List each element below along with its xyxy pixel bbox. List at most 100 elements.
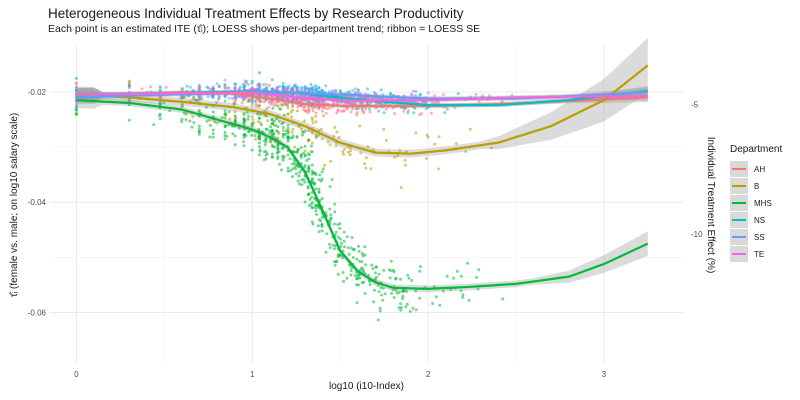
data-point-mhs [402,289,406,293]
data-point-mhs [270,122,274,126]
data-point-mhs [188,119,192,123]
data-point-mhs [328,242,331,246]
data-point-mhs [250,133,254,137]
data-point-te [250,86,254,90]
data-point-mhs [286,137,290,141]
data-point-mhs [357,249,361,253]
data-point-mhs [382,268,386,272]
data-point-b [215,121,219,125]
data-point-te [474,92,478,96]
data-point-b [404,163,407,167]
data-point-mhs [223,116,227,120]
data-point-ns [195,99,199,102]
data-point-mhs [180,117,184,121]
data-point-b [307,129,311,133]
data-point-ss [264,99,268,102]
data-point-te [223,78,227,82]
y-tick-label: -0.02 [28,88,47,97]
data-point-mhs [371,267,375,271]
data-point-ns [377,109,380,113]
data-point-te [233,96,237,100]
data-point-ah [307,104,311,108]
data-point-ah [402,109,406,113]
data-point-te [233,86,237,90]
data-point-mhs [391,288,395,292]
data-point-b [490,146,493,150]
data-point-mhs [264,153,268,157]
data-point-ah [233,99,237,103]
data-point-mhs [303,154,307,158]
data-point-mhs [263,143,267,147]
data-point-ss [270,87,274,91]
data-point-ns [383,102,387,106]
data-point-mhs [318,218,321,222]
data-point-mhs [317,230,321,234]
data-point-mhs [242,113,246,116]
data-point-b [296,109,299,113]
data-point-mhs [288,136,292,140]
y2-tick-label: -10 [691,230,703,239]
data-point-mhs [275,151,279,155]
data-point-mhs [192,95,196,99]
data-point-mhs [407,276,411,280]
data-point-b [250,115,254,119]
data-point-mhs [445,274,449,278]
data-point-te [384,107,388,111]
data-point-b [208,118,212,122]
data-point-mhs [211,132,215,136]
data-point-mhs [197,130,201,134]
data-point-mhs [245,110,249,114]
axes: 0 1 2 3 -0.06 -0.04 -0.02 -5 -10 log10 (i10-Index… [8,88,716,392]
data-point-te [227,96,231,100]
data-point-ss [206,95,210,99]
data-point-te [256,83,260,87]
data-point-b [311,121,315,125]
data-point-b [291,127,295,131]
data-point-mhs [303,129,307,133]
data-point-ss [314,89,318,93]
data-point-b [191,115,195,119]
data-point-mhs [247,99,251,103]
data-point-te [391,106,395,110]
data-point-mhs [233,119,237,123]
data-point-mhs [405,302,409,306]
data-point-ss [334,89,338,92]
data-point-mhs [208,124,212,127]
data-point-mhs [372,300,376,304]
data-point-mhs [158,117,162,121]
data-point-mhs [276,104,280,108]
data-point-mhs [336,223,340,227]
data-point-mhs [306,186,310,190]
data-point-b [359,151,363,155]
data-point-b [310,141,314,145]
data-point-ns [253,99,257,103]
data-point-ns [369,101,373,105]
data-point-mhs [291,134,295,138]
loess-line-te [76,91,648,102]
data-point-te [374,92,377,96]
data-point-mhs [346,246,350,250]
data-point-ss [158,86,162,90]
data-point-mhs [259,123,263,127]
data-point-ah [342,109,346,113]
data-point-mhs [300,183,304,187]
y-tick-label: -0.04 [28,198,47,207]
data-point-mhs [255,112,259,116]
data-point-ah [301,107,305,111]
data-point-b [348,146,352,150]
data-point-mhs [270,129,274,133]
data-point-mhs [342,230,346,234]
data-point-ns [424,107,428,111]
data-point-mhs [307,157,311,161]
data-point-mhs [328,185,332,189]
data-point-ss [257,97,261,101]
data-point-ah [364,107,368,111]
data-point-te [344,101,348,105]
data-point-mhs [368,283,372,287]
data-point-b [314,120,318,124]
data-point-mhs [476,287,480,291]
data-point-te [291,88,295,92]
data-point-mhs [315,213,319,216]
data-point-mhs [305,159,309,163]
